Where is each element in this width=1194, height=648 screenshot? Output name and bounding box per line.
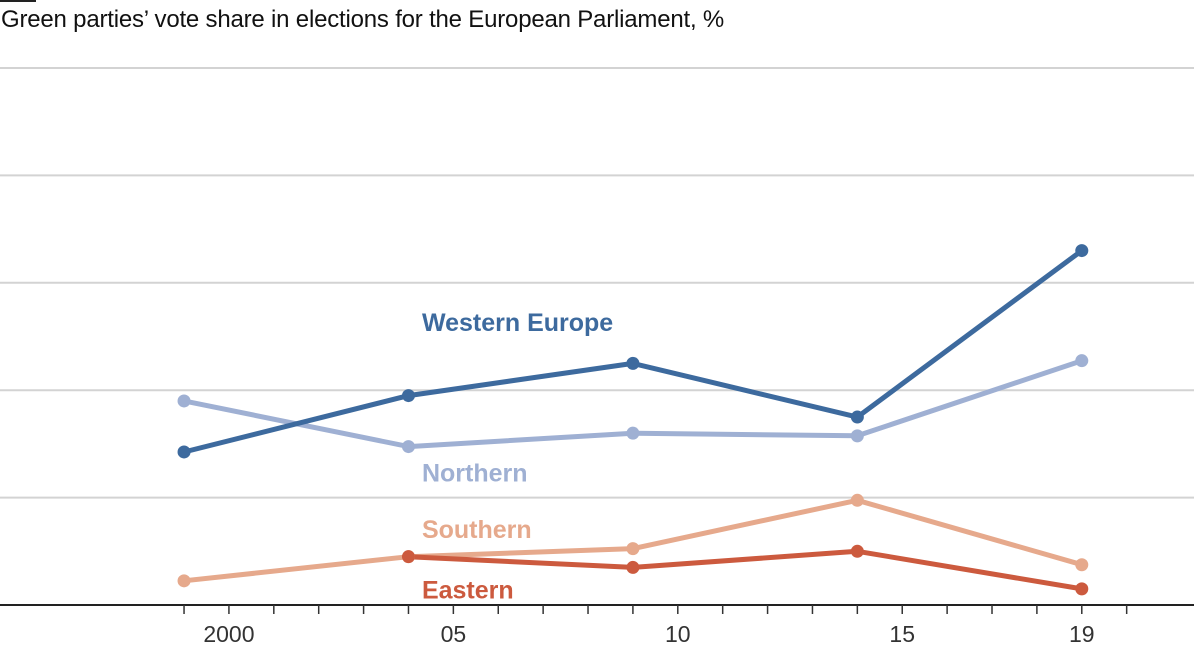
- data-point: [850, 429, 864, 443]
- data-point: [177, 445, 191, 459]
- series-label: Northern: [422, 459, 528, 487]
- series-line: [406, 548, 1085, 592]
- series-label: Southern: [422, 516, 532, 544]
- data-point: [1075, 354, 1089, 368]
- title-rule: [0, 0, 36, 2]
- data-point: [626, 356, 640, 370]
- chart-title: Green parties’ vote share in elections f…: [1, 6, 725, 33]
- x-tick-label: 10: [665, 621, 691, 647]
- data-point: [626, 560, 640, 574]
- data-point: [401, 389, 415, 403]
- x-tick-label: 05: [441, 621, 467, 647]
- data-point: [177, 574, 191, 588]
- data-point: [850, 410, 864, 424]
- data-point: [850, 544, 864, 558]
- data-point: [401, 440, 415, 454]
- data-point: [1075, 582, 1089, 596]
- series-label: Eastern: [422, 576, 514, 604]
- x-tick-label: 15: [889, 621, 915, 647]
- series-lines: [181, 248, 1085, 592]
- data-point: [1075, 244, 1089, 258]
- series-label: Western Europe: [422, 309, 613, 337]
- data-point: [1075, 558, 1089, 572]
- data-point: [626, 542, 640, 556]
- data-point: [850, 493, 864, 507]
- series-points: [177, 244, 1089, 596]
- x-axis: 2000 05 10 15 19: [0, 604, 1194, 647]
- x-tick-label: 2000: [203, 621, 254, 647]
- series-line: [181, 248, 1085, 455]
- data-point: [177, 394, 191, 408]
- x-tick-label: 19: [1069, 621, 1095, 647]
- series-labels: Western Europe Northern Southern Eastern: [422, 309, 613, 604]
- data-point: [401, 550, 415, 564]
- data-point: [626, 426, 640, 440]
